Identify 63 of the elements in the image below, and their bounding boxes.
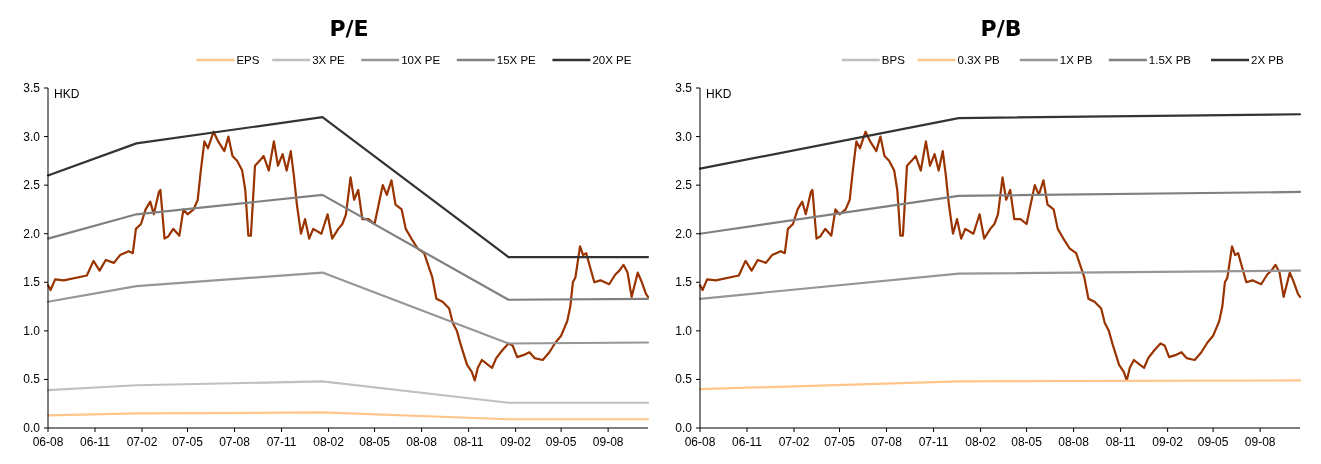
x-tick-label: 07-08 [871,435,903,449]
legend-label: 10X PE [401,54,441,66]
legend-label: EPS [236,54,260,66]
legend-label: BPS [881,54,906,66]
x-tick-label: 08-05 [359,435,391,449]
legend-label: 1.5X PB [1148,54,1192,66]
x-tick-label: 09-05 [1197,435,1229,449]
x-tick-label: 07-05 [824,435,856,449]
x-tick-label: 06-11 [80,435,111,449]
line-series [46,130,650,382]
y-tick-label: 1.0 [23,323,41,338]
x-tick-label: 07-05 [172,435,204,449]
legend-label: 15X PE [496,54,537,66]
x-tick-label: 07-11 [266,435,297,449]
x-tick-label: 07-02 [126,435,158,449]
legend-label: 2X PB [1251,54,1284,66]
y-tick-label: 0.5 [23,372,41,387]
x-tick-label: 09-05 [545,435,577,449]
x-tick-label: 09-02 [500,435,532,449]
y-tick-label: 1.5 [675,275,693,290]
line-series [46,411,650,421]
y-axis-title: HKD [54,87,80,101]
x-tick-label: 07-02 [778,435,810,449]
legend-label: 0.3X PB [957,54,1001,66]
line-series [46,116,650,259]
y-tick-label: 1.0 [675,323,693,338]
y-tick-label: 2.0 [23,226,41,241]
legend-label: 20X PE [592,54,632,66]
y-axis-title: HKD [706,87,732,101]
y-tick-label: 0.0 [23,421,41,435]
y-tick-label: 3.5 [675,81,693,95]
y-tick-label: 3.0 [675,129,693,144]
y-tick-label: 2.5 [675,178,693,193]
x-tick-label: 08-08 [1058,435,1090,449]
x-tick-label: 09-02 [1152,435,1184,449]
chart-title: P/B [980,16,1022,41]
y-tick-label: 0.0 [675,421,693,435]
x-tick-label: 06-08 [684,435,716,449]
x-tick-label: 06-08 [32,435,64,449]
x-tick-label: 09-08 [1244,435,1276,449]
x-tick-label: 08-11 [1105,435,1136,449]
x-tick-label: 06-11 [732,435,763,449]
y-tick-label: 1.5 [23,275,41,290]
y-tick-label: 2.5 [23,178,41,193]
y-tick-label: 2.0 [675,226,693,241]
x-tick-label: 08-11 [453,435,484,449]
line-series [46,271,650,345]
x-tick-label: 08-05 [1011,435,1043,449]
x-tick-label: 08-02 [965,435,997,449]
line-series [46,193,650,301]
x-tick-label: 09-08 [592,435,624,449]
line-series [46,380,650,404]
line-series [698,130,1302,382]
x-tick-label: 08-02 [313,435,345,449]
x-tick-label: 08-08 [406,435,438,449]
y-tick-label: 3.0 [23,129,41,144]
chart-title: P/E [329,16,369,41]
legend-label: 1X PB [1059,54,1093,66]
legend-label: 3X PE [312,54,346,66]
x-tick-label: 07-08 [219,435,251,449]
x-tick-label: 07-11 [918,435,949,449]
y-tick-label: 3.5 [23,81,41,95]
y-tick-label: 0.5 [675,372,693,387]
